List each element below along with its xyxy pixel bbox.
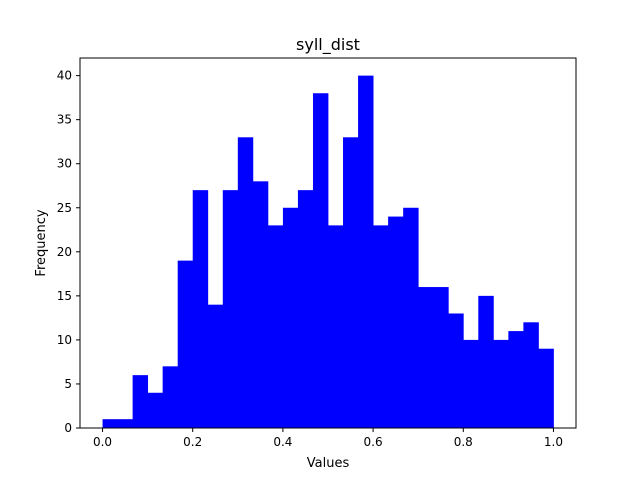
histogram-bar <box>478 295 494 428</box>
x-axis-ticks: 0.0 0.2 0.4 0.6 0.8 1.0 <box>93 428 563 449</box>
y-tick-label: 0 <box>64 421 72 435</box>
y-tick-label: 40 <box>57 69 72 83</box>
histogram-bar <box>222 190 239 428</box>
y-tick-label: 15 <box>57 289 72 303</box>
histogram-bar <box>297 190 314 428</box>
histogram-bar <box>373 225 389 428</box>
histogram-bar <box>177 260 194 428</box>
chart-title: syll_dist <box>296 35 360 55</box>
x-tick-label: 1.0 <box>544 435 563 449</box>
x-tick-label: 0.0 <box>93 435 112 449</box>
histogram-bar <box>328 225 344 428</box>
y-tick-label: 25 <box>57 201 72 215</box>
histogram-bar <box>508 331 524 428</box>
histogram-bar <box>538 348 554 428</box>
histogram-bar <box>147 392 164 428</box>
histogram-bar <box>132 375 149 428</box>
histogram-bar <box>523 322 539 428</box>
histogram-bar <box>418 287 434 428</box>
x-tick-label: 0.4 <box>273 435 292 449</box>
histogram-bar <box>463 339 479 428</box>
y-tick-label: 5 <box>64 377 72 391</box>
x-tick-label: 0.8 <box>454 435 473 449</box>
x-axis-label: Values <box>307 456 350 471</box>
histogram-bar <box>162 366 179 428</box>
x-tick-label: 0.6 <box>364 435 383 449</box>
histogram-bar <box>117 419 134 428</box>
histogram-bar <box>192 190 209 428</box>
histogram-bar <box>102 419 118 428</box>
y-tick-label: 30 <box>57 157 72 171</box>
y-axis-ticks: 0 5 10 15 20 25 30 35 40 <box>57 69 80 435</box>
histogram-bar <box>448 313 464 428</box>
histogram-bar <box>252 181 269 428</box>
x-tick-label: 0.2 <box>183 435 202 449</box>
histogram-bar <box>267 225 284 428</box>
histogram-bar <box>403 207 419 428</box>
histogram-bar <box>207 304 224 428</box>
y-tick-label: 20 <box>57 245 72 259</box>
y-tick-label: 10 <box>57 333 72 347</box>
histogram-bar <box>358 75 374 429</box>
histogram-bar <box>388 216 404 428</box>
y-axis-label: Frequency <box>34 209 49 276</box>
histogram-bar <box>433 287 449 428</box>
histogram-bar <box>282 207 299 428</box>
histogram-bar <box>237 137 254 429</box>
plot-frame <box>79 57 577 429</box>
histogram-bar <box>312 93 329 429</box>
histogram-bar <box>343 137 359 429</box>
histogram-bar <box>493 339 509 428</box>
bars-group <box>102 75 554 429</box>
y-tick-label: 35 <box>57 113 72 127</box>
